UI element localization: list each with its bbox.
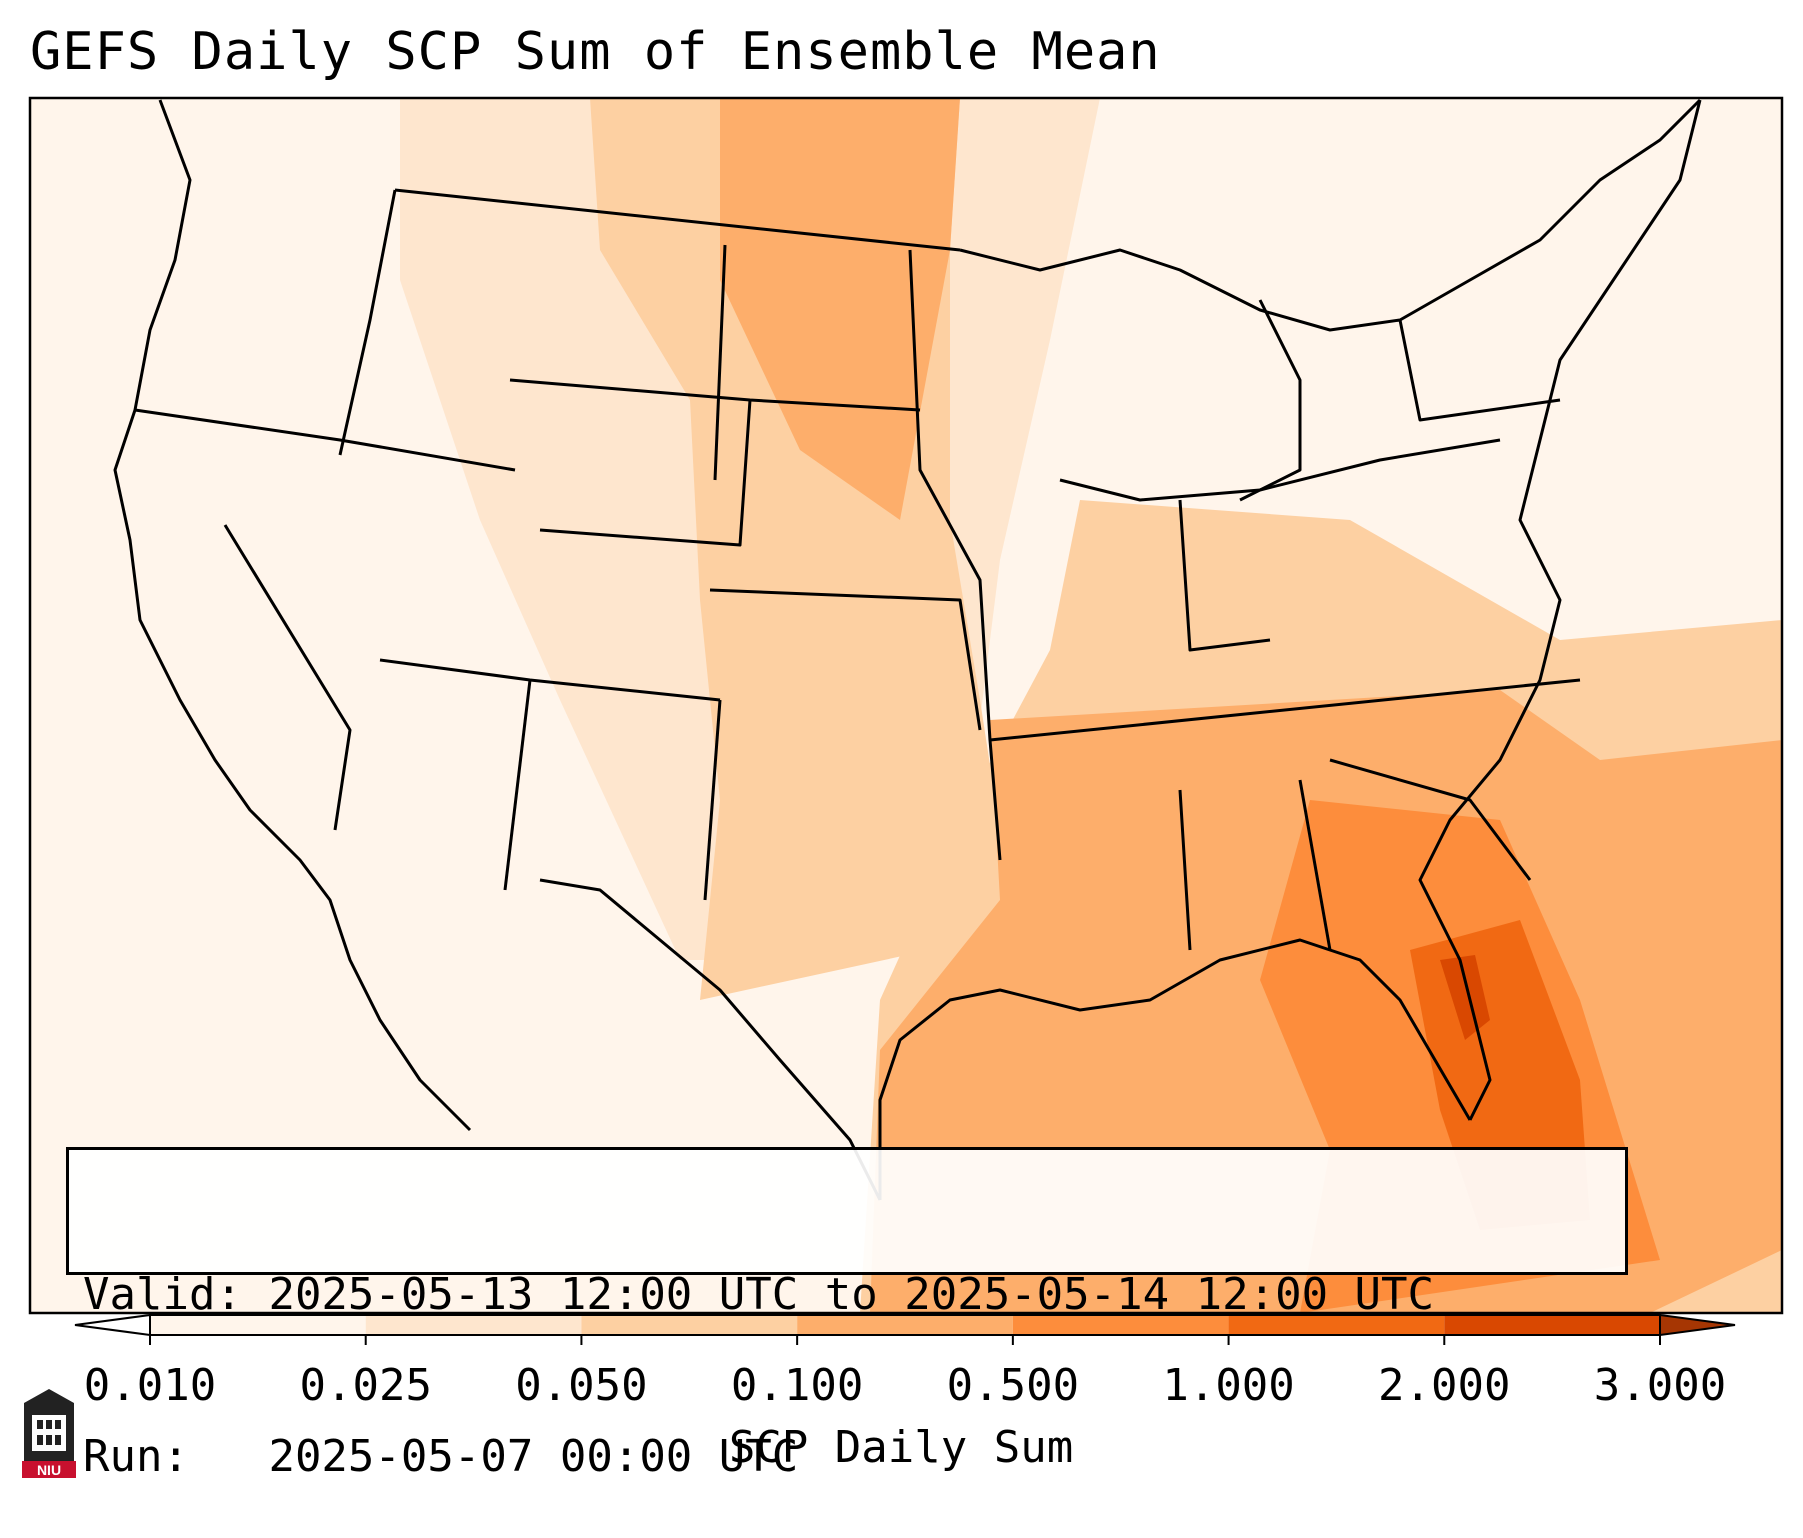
gulf-coastline (878, 938, 1472, 1200)
niu-logo: NIU (22, 1389, 76, 1478)
scp-map (28, 96, 1784, 1315)
us-canada-border (394, 188, 961, 252)
logo-text: NIU (37, 1462, 61, 1478)
west-coastline (113, 99, 472, 1132)
valid-row: Valid: 2025-05-13 12:00 UTC to 2025-05-1… (83, 1268, 1611, 1322)
run-value: 2025-05-07 00:00 UTC (268, 1431, 799, 1482)
colorbar-tick-label: 0.010 (83, 1360, 217, 1411)
az-nm-border (503, 679, 532, 891)
wa-id-border (338, 189, 397, 456)
mississippi-west (908, 249, 1002, 861)
colorbar-tick-label: 3.000 (1593, 1360, 1727, 1411)
valid-label: Valid: (83, 1269, 242, 1320)
run-row: Run: 2025-05-07 00:00 UTC (83, 1430, 1611, 1484)
canada-border-east (959, 98, 1702, 332)
colorbar-tick-label: 0.100 (730, 1360, 864, 1411)
il-in-border (1178, 499, 1271, 652)
colorbar-tick-label: 0.500 (946, 1360, 1080, 1411)
ks-ok-line (709, 588, 982, 731)
us-mexico-border (539, 878, 882, 1201)
fill-region-dakotas (720, 98, 960, 520)
sc-border (1329, 758, 1532, 881)
tn-nc-line (989, 678, 1581, 742)
colorbar-label: SCP Daily Sum (728, 1422, 1074, 1473)
map-frame (28, 96, 1784, 1315)
or-ca-id-line (134, 408, 516, 472)
ca-nv-border (223, 524, 352, 831)
ny-pa-line (1398, 319, 1561, 422)
great-lakes-shore (1239, 299, 1302, 502)
valid-value: 2025-05-13 12:00 UTC to 2025-05-14 12:00… (268, 1269, 1435, 1320)
state-boundaries (113, 98, 1702, 1201)
mt-nd-sd-border (713, 244, 727, 481)
colorbar-tick-label: 2.000 (1378, 1360, 1511, 1411)
colorbar-tick-label: 1.000 (1162, 1360, 1295, 1411)
ms-al-border (1178, 789, 1192, 951)
run-label: Run: (83, 1431, 189, 1482)
al-ga-border (1298, 779, 1332, 951)
nm-tx-border (703, 699, 722, 901)
scp-fill-layer (30, 98, 1782, 1313)
colorbar-tick-label: 0.025 (299, 1360, 432, 1411)
east-coastline (1418, 99, 1702, 1121)
wy-co-border (539, 399, 752, 547)
map-title: GEFS Daily SCP Sum of Ensemble Mean (30, 22, 1161, 82)
fill-region-max (1440, 955, 1490, 1040)
valid-run-box: Valid: 2025-05-13 12:00 UTC to 2025-05-1… (66, 1147, 1628, 1482)
colorbar-tick-label: 0.050 (515, 1360, 648, 1411)
